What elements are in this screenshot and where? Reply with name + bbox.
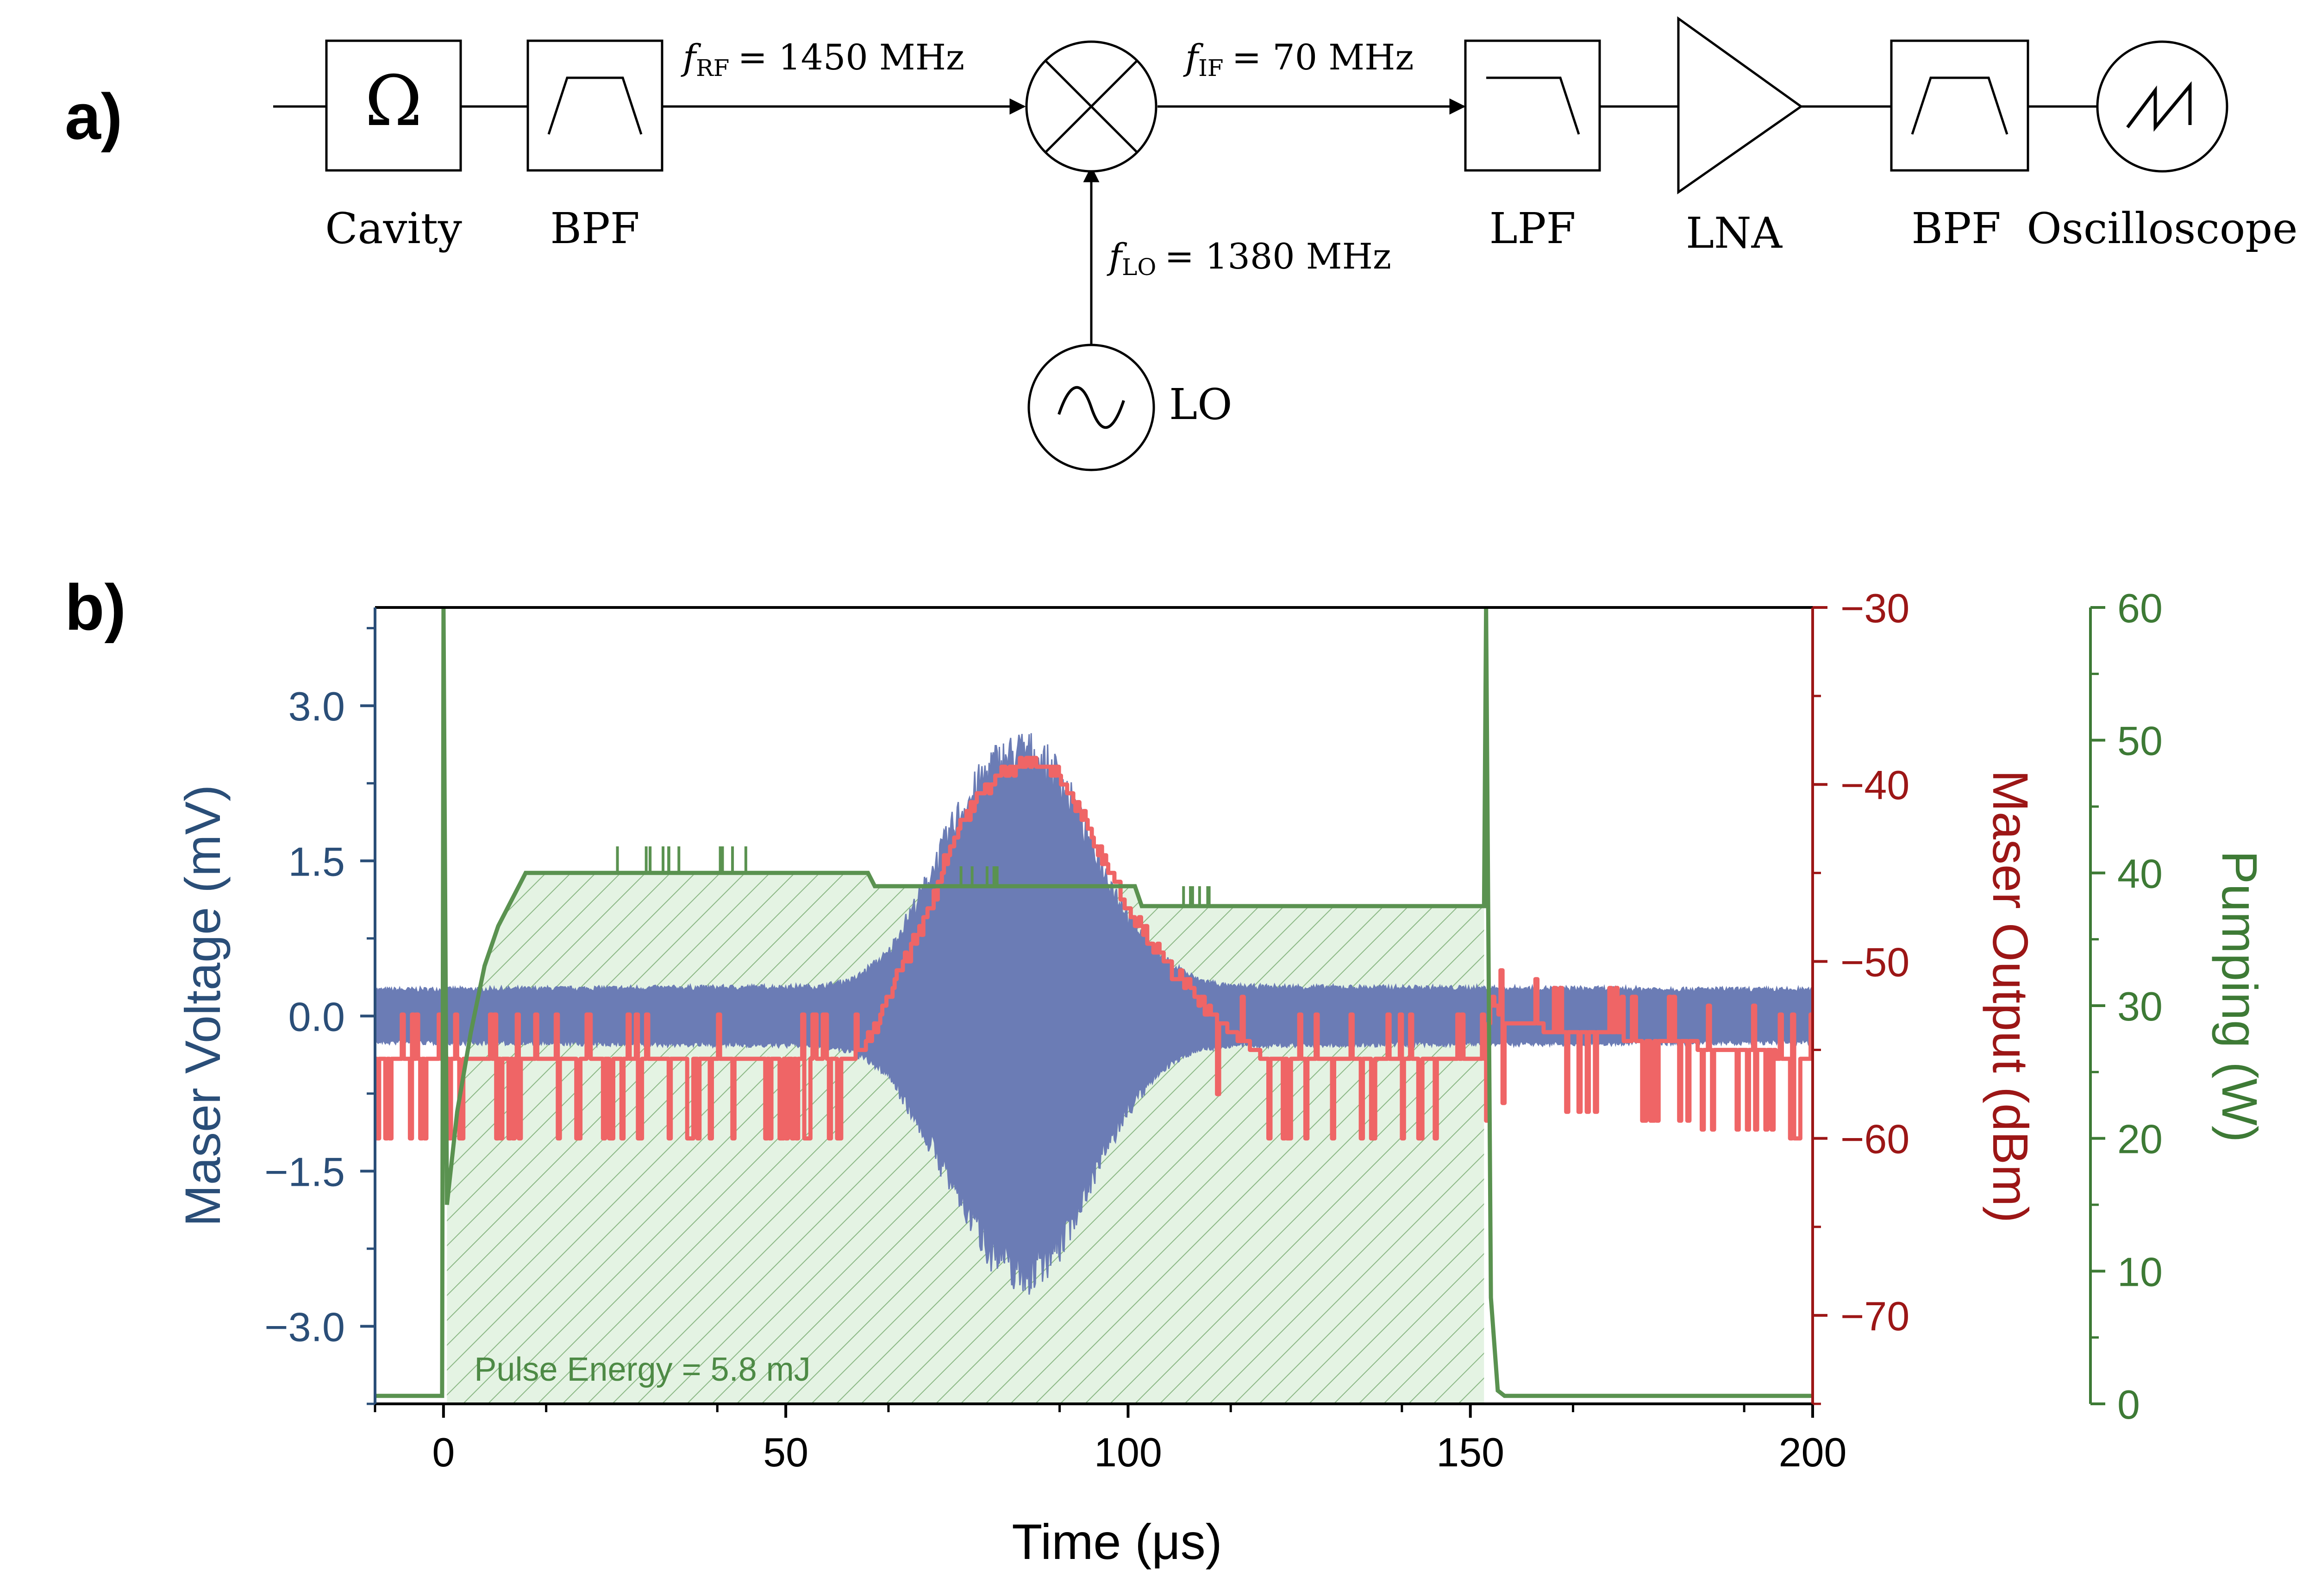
x-tick-label: 0 <box>432 1429 455 1475</box>
x-tick-label: 50 <box>763 1429 808 1475</box>
y-left-tick-label: −3.0 <box>264 1304 345 1350</box>
bpf1-label: BPF <box>550 204 639 253</box>
f-if-label: fIF = 70 MHz <box>1183 37 1414 81</box>
y-left-tick-label: 3.0 <box>288 683 345 729</box>
x-tick-label: 150 <box>1436 1429 1504 1475</box>
lna-block <box>1677 16 1803 194</box>
plot-clip-group <box>375 607 1813 1404</box>
y-left-tick-label: −1.5 <box>264 1149 345 1195</box>
signal-chain <box>273 98 2097 345</box>
y-left-axis-title: Maser Voltage (mV) <box>175 785 231 1227</box>
bandpass-icon <box>547 76 643 135</box>
y-right1-tick-label: −30 <box>1840 585 1909 631</box>
bpf2-block <box>1890 39 2029 172</box>
panel-a-label: a) <box>65 80 122 153</box>
oscilloscope-block <box>2096 40 2228 173</box>
y-right2-axis-title: Pumping (W) <box>2212 851 2268 1142</box>
pulse-energy-annotation: Pulse Energy = 5.8 mJ <box>474 1351 810 1388</box>
lo-block <box>1027 344 1155 471</box>
y-right2-tick-label: 40 <box>2117 851 2163 896</box>
cavity-block: Ω <box>325 39 462 172</box>
lowpass-icon <box>1486 76 1580 135</box>
bandpass-icon <box>1911 76 2008 135</box>
y-right2-tick-label: 0 <box>2117 1382 2140 1427</box>
y-right1-tick-label: −60 <box>1840 1116 1909 1162</box>
y-left-tick-label: 0.0 <box>288 994 345 1039</box>
cavity-label: Cavity <box>325 204 462 253</box>
bpf1-block <box>526 39 663 172</box>
y-right1-tick-label: −70 <box>1840 1293 1909 1339</box>
bpf2-label: BPF <box>1911 204 2001 253</box>
y-right1-axis-title: Maser Output (dBm) <box>1983 770 2039 1223</box>
omega-symbol: Ω <box>365 61 422 142</box>
maser-output-trace <box>375 756 1813 1141</box>
amplifier-icon <box>1677 16 1803 194</box>
f-lo-label: fLO = 1380 MHz <box>1107 236 1391 281</box>
y-right1-tick-label: −50 <box>1840 939 1909 985</box>
oscilloscope-label: Oscilloscope <box>2027 204 2297 253</box>
y-right2-tick-label: 10 <box>2117 1249 2163 1295</box>
pumping-trace <box>375 607 1813 1398</box>
y-right2-tick-label: 50 <box>2117 718 2163 764</box>
y-right1-tick-label: −40 <box>1840 762 1909 808</box>
panel-b-label: b) <box>65 571 126 644</box>
sine-wave-icon <box>1057 386 1125 429</box>
lpf-label: LPF <box>1489 204 1576 253</box>
y-right2-tick-label: 20 <box>2117 1116 2163 1162</box>
lpf-block <box>1464 39 1601 172</box>
lo-label: LO <box>1169 380 1233 429</box>
f-rf-label: fRF = 1450 MHz <box>681 37 964 81</box>
sawtooth-icon <box>2126 81 2192 132</box>
y-right2-tick-label: 30 <box>2117 983 2163 1029</box>
x-tick-label: 200 <box>1779 1429 1847 1475</box>
y-left-tick-label: 1.5 <box>288 839 345 884</box>
x-axis-title: Time (μs) <box>1012 1514 1222 1570</box>
y-right2-tick-label: 60 <box>2117 585 2163 631</box>
lna-label: LNA <box>1686 208 1783 258</box>
mixer-block <box>1025 40 1158 173</box>
x-tick-label: 100 <box>1094 1429 1162 1475</box>
